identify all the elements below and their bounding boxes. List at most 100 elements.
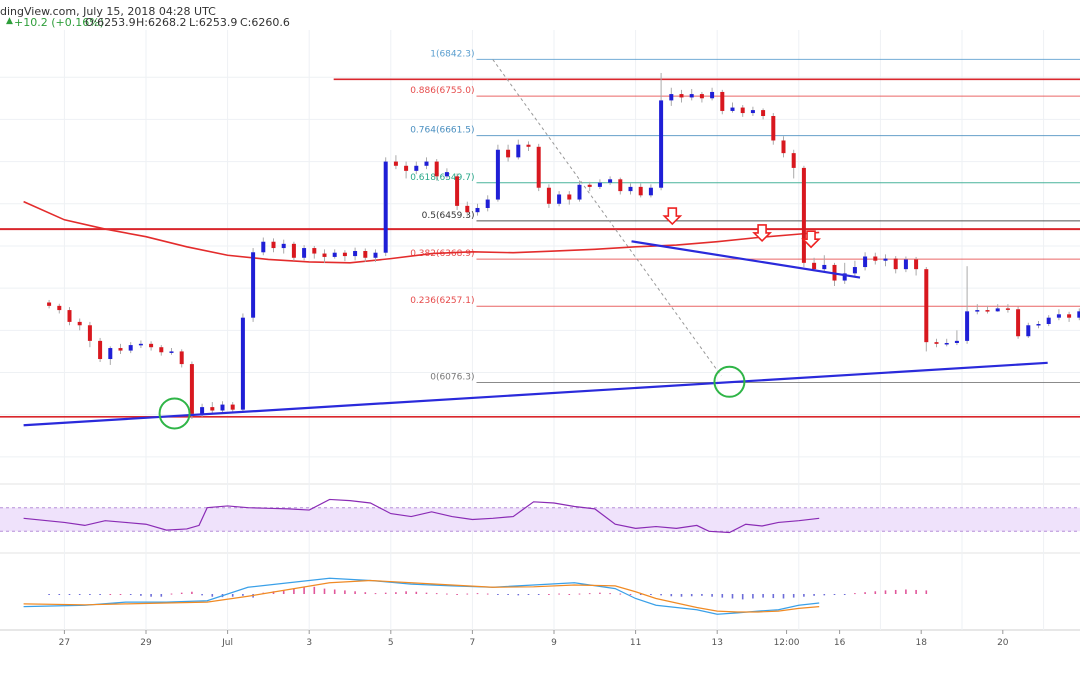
macd-histogram-bar xyxy=(446,593,448,595)
candle-body xyxy=(608,179,613,183)
macd-histogram-bar xyxy=(323,588,326,594)
macd-histogram-bar xyxy=(915,589,917,594)
candle-body xyxy=(873,256,878,261)
macd-histogram-bar xyxy=(548,594,550,595)
x-axis-label: 18 xyxy=(915,638,927,648)
candle-body xyxy=(138,343,143,346)
x-axis-label: 12:00 xyxy=(774,638,800,648)
macd-histogram-bar xyxy=(303,587,305,594)
candle-body xyxy=(954,340,959,343)
macd-histogram-bar xyxy=(660,594,662,596)
candle-body xyxy=(281,243,286,249)
candle-body xyxy=(730,107,735,111)
down-arrow-icon xyxy=(662,207,683,226)
macd-histogram-bar xyxy=(701,594,703,596)
x-axis-label: 27 xyxy=(59,638,70,648)
candle-body xyxy=(1016,309,1021,337)
macd-histogram-bar xyxy=(711,594,713,597)
candle-body xyxy=(526,144,531,147)
candle-body xyxy=(128,345,133,351)
candle-body xyxy=(659,100,664,188)
down-arrow-icon xyxy=(801,230,821,249)
candle-body xyxy=(189,364,194,414)
macd-histogram-bar xyxy=(180,592,183,594)
candle-body xyxy=(230,404,235,410)
x-axis-label: 3 xyxy=(306,638,312,648)
candle-body xyxy=(159,347,164,353)
macd-histogram-bar xyxy=(792,594,795,598)
macd-pane xyxy=(23,577,928,615)
macd-histogram-bar xyxy=(231,594,234,597)
candle-body xyxy=(302,248,307,258)
header-low: L:6253.9 xyxy=(189,16,238,29)
macd-histogram-bar xyxy=(558,593,560,595)
candle-body xyxy=(424,161,429,166)
x-axis-label: 29 xyxy=(140,638,152,648)
macd-histogram-bar xyxy=(374,593,377,595)
candle-body xyxy=(455,176,460,206)
candle-body xyxy=(414,165,419,171)
candle-body xyxy=(577,184,582,200)
macd-histogram-bar xyxy=(129,594,132,595)
candle-body xyxy=(781,140,786,154)
macd-histogram-bar xyxy=(690,594,693,597)
macd-histogram-bar xyxy=(99,594,101,595)
header-change: +10.2 (+0.16%) xyxy=(14,16,104,29)
candle-body xyxy=(465,205,470,213)
macd-histogram-bar xyxy=(466,593,469,595)
candle-body xyxy=(638,186,643,196)
header-close: C:6260.6 xyxy=(240,16,290,29)
rsi-band xyxy=(0,507,1080,532)
header-high: H:6268.2 xyxy=(136,16,187,29)
x-axis-label: Jul xyxy=(221,638,233,648)
candle-body xyxy=(118,348,123,351)
candle-body xyxy=(883,258,888,261)
x-axis: 27 29 Jul 3 5 7 9 11 13 12:00 16 18 20 xyxy=(59,630,1009,648)
macd-histogram-bar xyxy=(293,588,295,594)
candle-body xyxy=(495,149,500,200)
candle-body xyxy=(342,252,347,257)
macd-histogram-bar xyxy=(242,594,244,596)
candle-body xyxy=(373,252,378,258)
macd-histogram-bar xyxy=(568,594,571,595)
support-circle xyxy=(158,397,191,430)
trend-line xyxy=(23,361,1048,427)
candle-body xyxy=(77,321,82,326)
candle-body xyxy=(291,243,296,258)
macd-histogram-bar xyxy=(905,589,907,594)
candle-body xyxy=(240,317,245,410)
change-up-arrow-icon: ▲ xyxy=(6,16,13,26)
candle-body xyxy=(353,251,358,257)
candle-body xyxy=(914,259,919,270)
candle-body xyxy=(536,146,541,188)
macd-histogram-bar xyxy=(48,594,50,595)
macd-histogram-bar xyxy=(313,586,316,594)
macd-histogram-bar xyxy=(864,592,866,594)
macd-histogram-bar xyxy=(803,594,805,597)
candle-body xyxy=(251,252,256,318)
macd-histogram-bar xyxy=(629,594,632,595)
candle-body xyxy=(771,116,776,141)
candle-body xyxy=(506,149,511,158)
macd-histogram-bar xyxy=(497,594,499,595)
candle-body xyxy=(312,248,317,254)
macd-histogram-bar xyxy=(405,591,407,594)
candle-body xyxy=(393,161,398,166)
macd-histogram-bar xyxy=(599,592,601,594)
candle-body xyxy=(699,94,704,99)
candle-body xyxy=(1036,324,1041,326)
x-axis-label: 13 xyxy=(711,638,722,648)
candle-body xyxy=(485,199,490,208)
x-axis-label: 20 xyxy=(997,638,1009,648)
candle-body xyxy=(852,267,857,274)
macd-histogram-bar xyxy=(588,593,591,595)
macd-histogram-bar xyxy=(170,593,173,595)
candle-body xyxy=(108,348,113,360)
macd-histogram-bar xyxy=(752,594,754,599)
macd-histogram-bar xyxy=(517,594,520,596)
macd-histogram-bar xyxy=(160,594,163,597)
macd-histogram-bar xyxy=(58,594,61,595)
candle-body xyxy=(200,407,205,414)
macd-histogram-bar xyxy=(843,594,846,595)
